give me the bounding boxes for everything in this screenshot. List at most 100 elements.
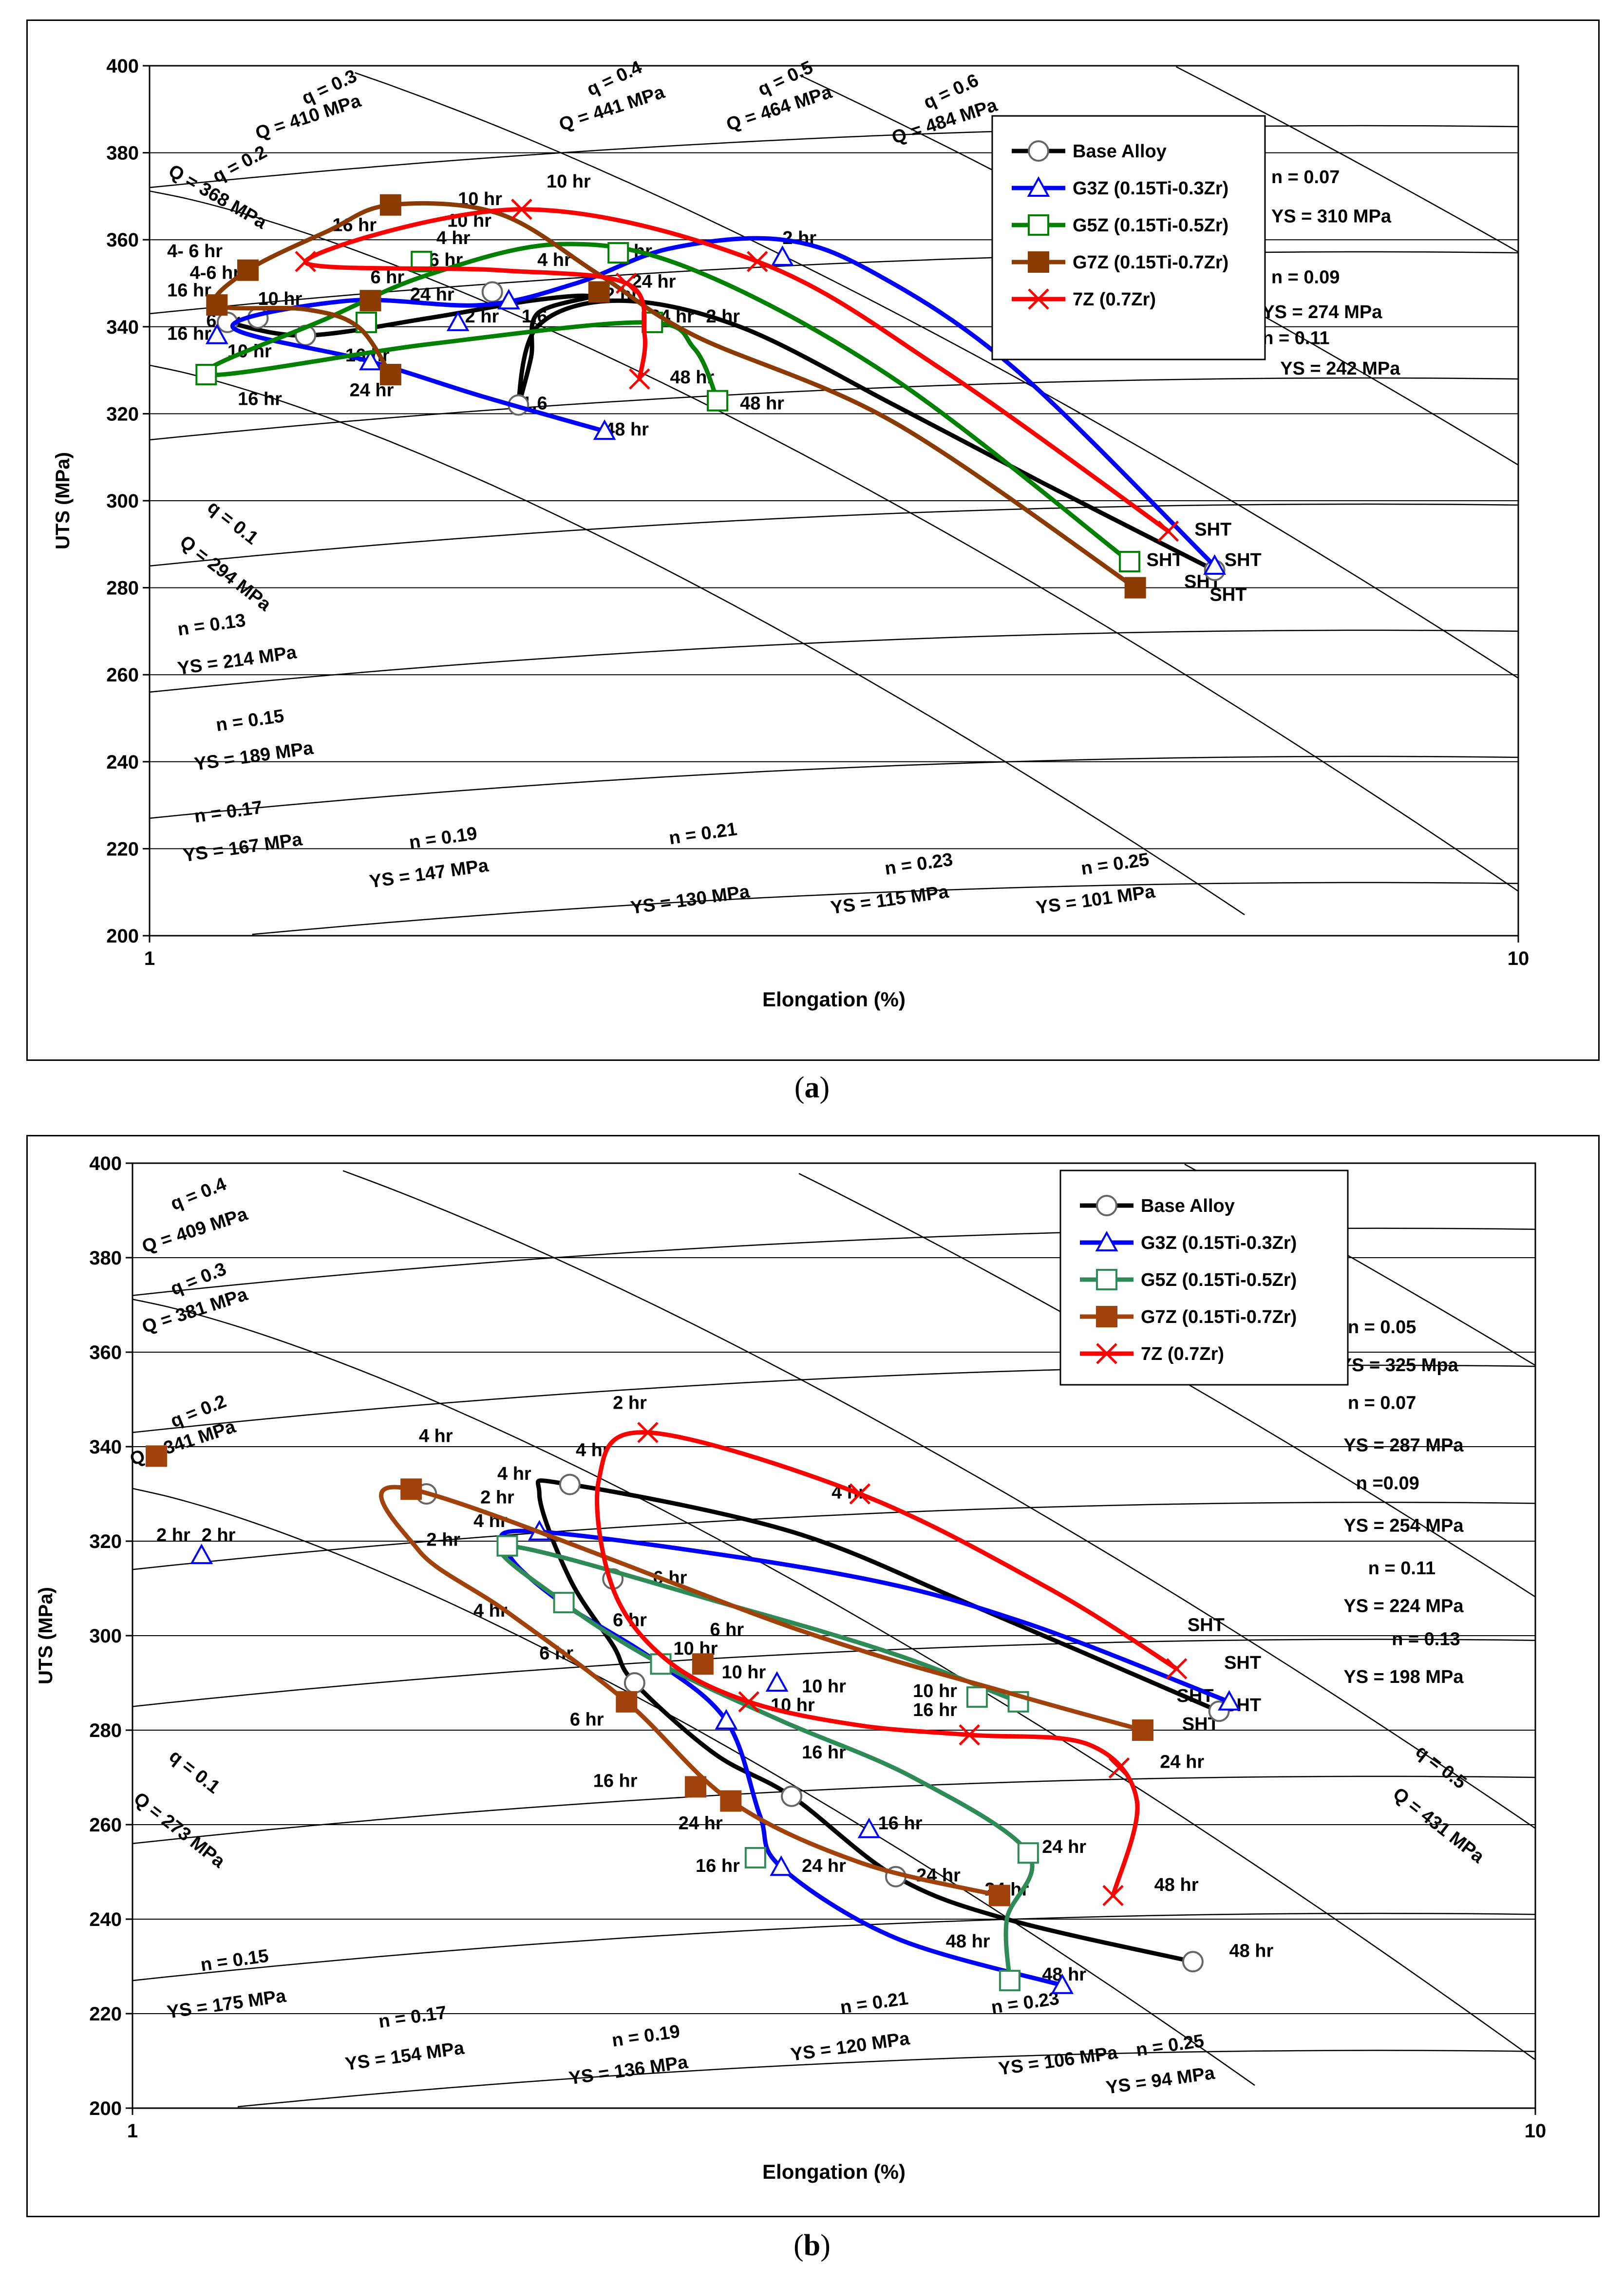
legend-entry-label: G3Z (0.15Ti-0.3Zr): [1073, 178, 1228, 199]
annotation-label: YS = 189 MPa: [193, 738, 315, 775]
annotation-label: 6 hr: [710, 1620, 744, 1640]
data-point: [715, 1709, 738, 1730]
annotation-label: q = 0.4: [168, 1174, 229, 1215]
axes: 200 220 240 260 280 300 320 340 360 380 400 1 10 Elon…: [35, 1153, 1546, 2183]
data-point: [720, 1790, 742, 1812]
data-point: [747, 251, 768, 272]
series-1: [205, 236, 1227, 575]
annotation-label: 2 hr: [480, 1487, 514, 1508]
y-axis-label: UTS (MPa): [52, 452, 74, 549]
legend-swatch-marker: [1028, 251, 1049, 273]
annotation-label: 24 hr: [632, 271, 676, 292]
annotation-label: n = 0.17: [378, 2002, 448, 2032]
annotation-label: 16 hr: [167, 324, 211, 344]
y-tick-label: 220: [106, 838, 139, 860]
data-point: [190, 1543, 213, 1565]
n-line: [149, 755, 1519, 819]
annotation-label: n = 0.13: [176, 610, 247, 640]
caption-a-letter: a: [804, 1071, 820, 1104]
data-point: [1124, 577, 1146, 599]
annotation-label: 4 hr: [473, 1601, 508, 1621]
data-point: [781, 1785, 803, 1807]
y-axis-label: UTS (MPa): [35, 1587, 57, 1684]
caption-b-letter: b: [803, 2229, 821, 2262]
x-axis-label: Elongation (%): [762, 988, 906, 1011]
annotation-label: YS = 310 MPa: [1271, 206, 1392, 226]
series-1: [190, 1520, 1241, 1994]
data-point: [771, 245, 794, 266]
q-line: [1175, 66, 1519, 253]
data-point: [400, 1478, 422, 1500]
y-tick-label: 260: [106, 664, 139, 686]
annotation-label: n = 0.23: [884, 849, 954, 879]
legend-swatch-marker: [1096, 1269, 1117, 1290]
annotation-label: YS = 115 MPa: [830, 882, 950, 919]
annotation-label: 48 hr: [946, 1931, 990, 1952]
data-point: [959, 1724, 980, 1746]
y-tick-label: 300: [106, 491, 139, 512]
data-point: [1182, 1951, 1204, 1973]
data-point: [481, 281, 503, 303]
annotation-label: YS = 242 MPa: [1280, 358, 1400, 379]
grid-lines: [150, 65, 1518, 936]
legend-entry-label: G5Z (0.15Ti-0.5Zr): [1141, 1270, 1297, 1290]
y-tick-label: 240: [89, 1909, 122, 1930]
x-axis-label: Elongation (%): [762, 2160, 906, 2183]
legend-swatch-marker: [1027, 176, 1050, 197]
data-point: [588, 281, 610, 303]
annotation-label: 16 hr: [696, 1856, 740, 1876]
annotation-label: n = 0.07: [1348, 1393, 1416, 1413]
x-tick-label: 1: [144, 948, 155, 969]
x-tick-label: 10: [1508, 948, 1530, 969]
series-line: [379, 1485, 1145, 1898]
annotation-label: n = 0.05: [1348, 1317, 1416, 1338]
data-point: [738, 1691, 760, 1713]
data-point: [593, 419, 616, 440]
annotation-label: q = 0.5: [1412, 1741, 1470, 1793]
data-point: [857, 1817, 881, 1838]
annotation-label: 2 hr: [156, 1525, 190, 1546]
annotation-label: n = 0.11: [1262, 328, 1329, 349]
y-tick-label: 360: [106, 229, 139, 251]
annotation-label: 48 hr: [1154, 1875, 1199, 1895]
data-point: [553, 1592, 575, 1614]
annotation-label: YS = 274 MPa: [1262, 302, 1382, 322]
annotation-label: Q = 381 MPa: [140, 1284, 251, 1338]
n-line: [149, 629, 1519, 693]
n-line: [132, 1639, 1536, 1707]
annotation-label: Q = 294 MPa: [176, 531, 275, 615]
legend-entry-label: G7Z (0.15Ti-0.7Zr): [1073, 252, 1228, 273]
annotation-label: 24 hr: [802, 1856, 846, 1876]
y-tick-label: 360: [89, 1342, 122, 1363]
annotation-label: n = 0.25: [1080, 849, 1151, 879]
caption-b: (b): [793, 2229, 831, 2262]
series-line: [225, 293, 1217, 573]
y-tick-label: 380: [106, 143, 139, 164]
series-line: [202, 242, 1132, 564]
annotation-label: 48 hr: [740, 393, 784, 414]
data-point: [685, 1776, 707, 1798]
chart-panel-a: 200 220 240 260 280 300 320 340 360 380 400 1 10 Elon…: [26, 19, 1600, 1061]
n-line: [149, 503, 1519, 567]
data-point: [359, 290, 381, 312]
data-point: [195, 364, 217, 386]
annotation-label: n = 0.25: [1134, 2031, 1205, 2060]
annotation-label: 10 hr: [913, 1681, 957, 1701]
data-point: [446, 310, 470, 331]
annotation-label: 16 hr: [878, 1813, 923, 1834]
series-line: [499, 1528, 1231, 1988]
data-point: [295, 251, 316, 272]
annotation-label: YS = 136 MPa: [567, 2052, 689, 2089]
series-2: [195, 242, 1140, 573]
axes: 200 220 240 260 280 300 320 340 360 380 400 1 10 Elon…: [52, 56, 1529, 1011]
annotation-label: SHT: [1224, 1653, 1261, 1673]
annotation-label: 4 hr: [497, 1464, 531, 1484]
annotation-label: SHT: [1225, 550, 1262, 570]
annotation-label: 48 hr: [1229, 1941, 1273, 1962]
data-point: [966, 1686, 988, 1708]
caption-a: (a): [794, 1071, 830, 1104]
legend-swatch-marker: [1096, 1195, 1117, 1216]
data-point: [1218, 1690, 1241, 1711]
annotation-label: Q = 431 MPa: [1389, 1784, 1489, 1868]
data-point: [849, 1483, 871, 1505]
